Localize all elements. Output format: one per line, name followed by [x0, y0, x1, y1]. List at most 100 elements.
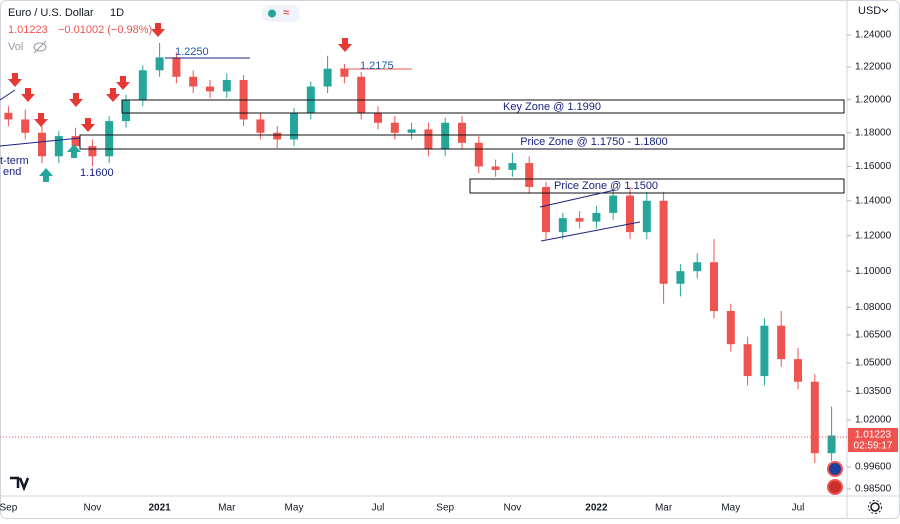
currency-caret	[881, 8, 889, 13]
down-arrow	[338, 38, 352, 52]
y-tick-label: 1.06500	[855, 330, 892, 341]
candle-body	[172, 57, 181, 77]
x-tick-label: Jul	[792, 503, 805, 514]
candle-body	[575, 218, 584, 222]
down-arrow	[151, 23, 165, 37]
y-tick-label: 1.20000	[855, 94, 892, 105]
y-tick-label: 0.98500	[855, 484, 892, 495]
candle-body	[4, 112, 13, 120]
annotation: 1.2175	[360, 60, 394, 72]
candle-body	[206, 86, 214, 92]
candle-body	[760, 325, 769, 377]
trend-line	[0, 89, 16, 101]
y-tick-label: 1.22000	[855, 62, 892, 73]
candle-body	[424, 129, 433, 150]
candle-body	[88, 146, 97, 157]
hide-icon[interactable]	[33, 40, 47, 54]
candle-body	[542, 186, 550, 233]
candle-body	[273, 132, 282, 140]
down-arrow	[69, 93, 83, 107]
symbol-title: Euro / U.S. Dollar	[8, 7, 94, 19]
arrows	[8, 23, 352, 182]
logo	[10, 476, 30, 492]
change: −0.01002 (−0.98%)	[58, 24, 152, 36]
up-arrow	[67, 144, 81, 158]
settings-icon[interactable]	[868, 500, 882, 514]
candle-body	[71, 136, 80, 147]
y-tick-label: 1.03500	[855, 386, 892, 397]
down-arrow	[34, 113, 48, 127]
down-arrow	[81, 118, 95, 132]
y-tick-label: 1.14000	[855, 195, 892, 206]
y-tick-label: 1.08000	[855, 302, 892, 313]
x-tick-label: May	[285, 503, 304, 514]
x-tick-label: Mar	[218, 503, 236, 514]
candle-body	[827, 435, 836, 454]
candle-body	[491, 166, 500, 170]
annotation: Price Zone @ 1.1750 - 1.1800	[520, 136, 668, 148]
status-pill[interactable]: ≈	[262, 5, 300, 22]
candle-body	[21, 119, 30, 133]
x-tick-label: Nov	[84, 503, 102, 514]
candle-body	[54, 136, 63, 157]
price-zone	[79, 134, 845, 150]
candle-body	[256, 119, 265, 133]
trend-line	[0, 137, 81, 147]
x-tick-label: Mar	[655, 503, 673, 514]
channel-line	[539, 189, 616, 208]
volume-label: Vol	[8, 41, 23, 53]
x-tick-label: Sep	[436, 503, 454, 514]
candle-body	[626, 195, 634, 233]
channel-line	[540, 221, 641, 242]
annotation: Price Zone @ 1.1500	[554, 180, 658, 192]
candle-body	[558, 218, 567, 233]
candle-body	[794, 359, 802, 382]
annotation: t-term	[0, 155, 29, 167]
candle-body	[441, 122, 450, 150]
annotation: 1.2250	[175, 46, 209, 58]
down-arrow	[106, 88, 120, 102]
annotation: end	[3, 166, 21, 178]
currency[interactable]: USD	[858, 5, 881, 17]
candle-body	[38, 132, 46, 157]
candle-body	[525, 163, 534, 187]
candle-body	[726, 310, 735, 345]
candle-body	[676, 271, 685, 284]
x-tick-label: Sep	[0, 503, 18, 514]
y-tick-label: 1.02000	[855, 415, 892, 426]
candle-body	[374, 112, 382, 123]
y-tick-label: 1.12000	[855, 230, 892, 241]
candle-body	[474, 142, 483, 167]
event-icons[interactable]	[827, 461, 843, 495]
down-arrow	[116, 76, 130, 90]
down-arrow	[21, 88, 35, 102]
candle-body	[122, 99, 130, 122]
candle-body	[458, 122, 466, 143]
candle-body	[609, 195, 618, 213]
y-tick-label: 0.99600	[855, 462, 892, 473]
interval[interactable]: 1D	[110, 7, 124, 19]
candle-body	[357, 76, 366, 113]
x-tick-label: 2022	[585, 503, 608, 514]
annotation: 1.1600	[80, 167, 114, 179]
candle-body	[138, 70, 147, 100]
candle-body	[810, 381, 819, 454]
y-tick-label: 1.18000	[855, 127, 892, 138]
y-tick-label: 1.16000	[855, 161, 892, 172]
countdown: 02:59:17	[854, 441, 893, 452]
x-tick-label: Nov	[504, 503, 522, 514]
candle-body	[189, 76, 198, 87]
candle-body	[390, 122, 399, 133]
x-tick-label: 2021	[148, 503, 171, 514]
x-tick-label: Jul	[372, 503, 385, 514]
candle-body	[777, 325, 786, 360]
y-tick-label: 1.10000	[855, 266, 892, 277]
candle-body	[659, 200, 668, 284]
candle-body	[592, 212, 601, 222]
x-tick-label: May	[721, 503, 740, 514]
candle-body	[105, 121, 114, 157]
down-arrow	[8, 73, 22, 87]
candle-body	[290, 112, 298, 140]
